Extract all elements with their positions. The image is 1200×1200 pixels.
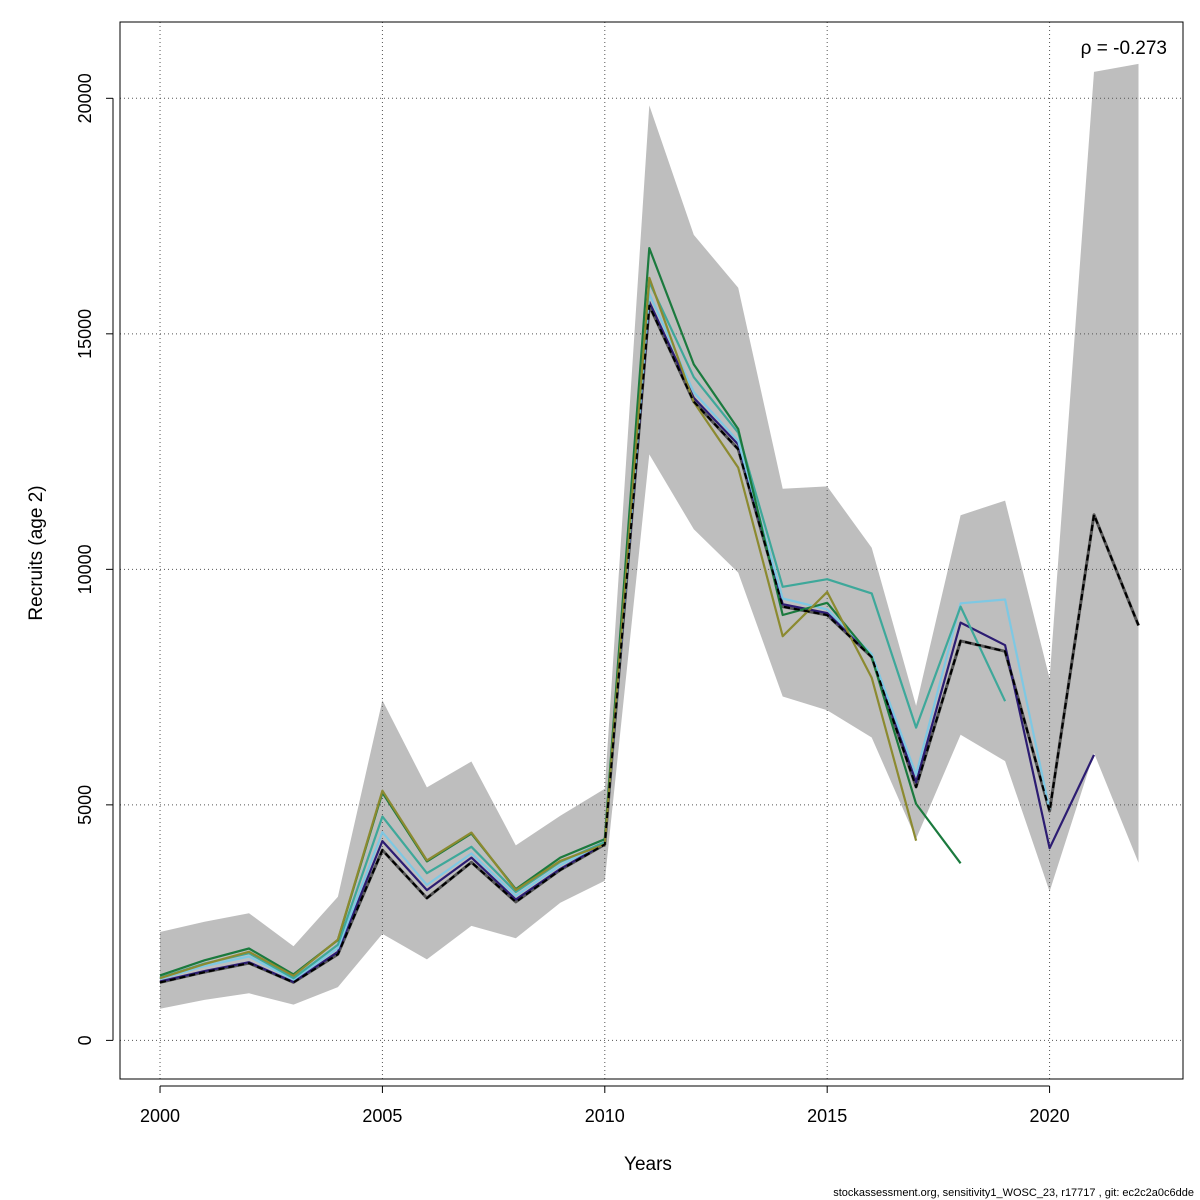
- axis-layer: 2000 2005 2010 2015 2020 0 5000 10000 15000 20000: [75, 73, 1070, 1126]
- x-axis-title: Years: [624, 1154, 672, 1175]
- y-axis-title: Recruits (age 2): [26, 485, 47, 620]
- rho-annotation: ρ = -0.273: [1081, 38, 1167, 59]
- x-tick-label: 2015: [807, 1106, 847, 1126]
- x-tick-label: 2000: [140, 1106, 180, 1126]
- plot-frame: [119, 21, 1184, 1080]
- y-tick-label: 5000: [75, 785, 95, 825]
- series-line-5: [159, 276, 918, 980]
- series-line-0-top: [159, 304, 1140, 984]
- series-layer: [159, 247, 1140, 984]
- y-tick-label: 10000: [75, 544, 95, 594]
- footer-credit: stockassessment.org, sensitivity1_WOSC_2…: [833, 1187, 1194, 1199]
- y-tick-label: 15000: [75, 309, 95, 359]
- x-tick-label: 2010: [585, 1106, 625, 1126]
- confidence-band-layer: [160, 63, 1139, 1009]
- grid-layer: [120, 22, 1183, 1079]
- y-tick-label: 20000: [75, 73, 95, 123]
- y-tick-label: 0: [75, 1035, 95, 1045]
- x-tick-label: 2005: [362, 1106, 402, 1126]
- x-tick-label: 2020: [1030, 1106, 1070, 1126]
- confidence-band: [160, 63, 1139, 1009]
